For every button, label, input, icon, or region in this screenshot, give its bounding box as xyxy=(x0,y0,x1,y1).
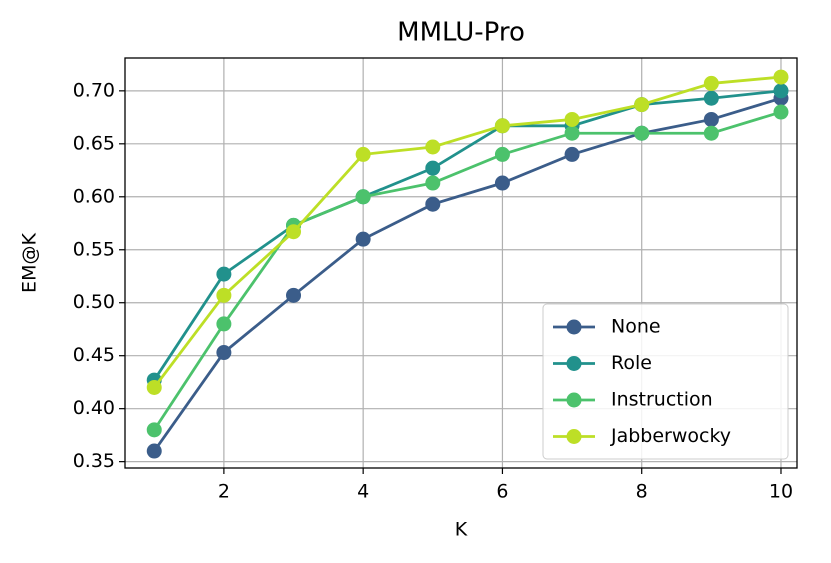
legend-label: Jabberwocky xyxy=(610,425,731,447)
x-axis-label: K xyxy=(455,519,468,541)
legend-marker xyxy=(566,356,582,371)
y-tick-label: 0.35 xyxy=(73,450,115,472)
legend-label: None xyxy=(611,316,661,338)
y-tick-label: 0.55 xyxy=(73,238,115,260)
y-tick-label: 0.65 xyxy=(73,132,115,154)
y-tick-label: 0.40 xyxy=(73,397,115,419)
data-point xyxy=(494,146,510,162)
data-point xyxy=(634,97,650,113)
data-point xyxy=(425,139,441,155)
data-point xyxy=(425,175,441,191)
data-point xyxy=(564,146,580,162)
data-point xyxy=(216,287,232,303)
data-point xyxy=(564,111,580,127)
data-point xyxy=(703,111,719,127)
data-point xyxy=(216,266,232,282)
data-point xyxy=(634,125,650,141)
data-point xyxy=(355,146,371,162)
y-tick-label: 0.45 xyxy=(73,344,115,366)
data-point xyxy=(146,379,162,395)
data-point xyxy=(773,69,789,85)
x-tick-label: 6 xyxy=(496,481,508,503)
x-tick-label: 2 xyxy=(218,481,230,503)
data-point xyxy=(494,118,510,134)
chart-title: MMLU-Pro xyxy=(397,18,525,48)
legend-marker xyxy=(566,429,582,444)
data-point xyxy=(703,75,719,91)
y-tick-label: 0.50 xyxy=(73,291,115,313)
x-tick-label: 10 xyxy=(769,481,793,503)
data-point xyxy=(773,83,789,99)
series-line xyxy=(153,96,782,452)
data-point xyxy=(286,224,302,240)
series-line xyxy=(153,75,782,389)
data-point xyxy=(355,231,371,247)
series-line xyxy=(153,110,782,431)
legend-marker xyxy=(566,319,582,335)
data-point xyxy=(425,196,441,212)
y-axis-label: EM@K xyxy=(19,233,41,293)
data-point xyxy=(494,175,510,191)
legend-box xyxy=(542,303,789,460)
legend-label: Instruction xyxy=(611,389,713,411)
legend-label: Role xyxy=(611,352,652,374)
data-point xyxy=(216,345,232,361)
data-point xyxy=(425,160,441,176)
data-point xyxy=(355,189,371,205)
data-point xyxy=(703,125,719,141)
legend-marker xyxy=(566,392,582,408)
data-point xyxy=(564,125,580,141)
data-point xyxy=(216,316,232,332)
y-tick-label: 0.70 xyxy=(73,79,115,101)
y-tick-label: 0.60 xyxy=(73,185,115,207)
plot-frame xyxy=(124,57,798,469)
data-point xyxy=(773,104,789,120)
data-point xyxy=(703,90,719,106)
data-point xyxy=(286,287,302,303)
data-point xyxy=(146,422,162,438)
x-tick-label: 4 xyxy=(357,481,369,503)
series-line xyxy=(153,89,782,381)
x-tick-label: 8 xyxy=(636,481,648,503)
data-point xyxy=(146,443,162,459)
legend: None Role Instruction Jabberwocky xyxy=(542,303,789,460)
